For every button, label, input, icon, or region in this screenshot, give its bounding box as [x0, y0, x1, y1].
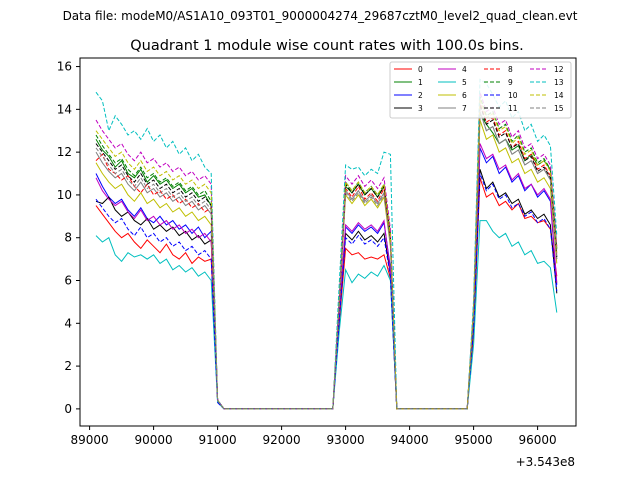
- legend-label-11: 11: [508, 104, 518, 113]
- y-tick-label: 8: [64, 231, 72, 245]
- x-tick-label: 96000: [519, 433, 557, 447]
- x-tick-label: 89000: [71, 433, 109, 447]
- legend-label-13: 13: [554, 78, 564, 87]
- x-tick-label: 93000: [327, 433, 365, 447]
- legend-label-6: 6: [462, 91, 467, 100]
- y-tick-label: 6: [64, 274, 72, 288]
- y-tick-label: 4: [64, 316, 72, 330]
- legend-label-14: 14: [554, 91, 564, 100]
- legend-label-8: 8: [508, 65, 513, 74]
- series-line-13: [95, 78, 558, 410]
- legend-label-12: 12: [554, 65, 564, 74]
- y-axis: 0 2 4 6 8 10 12 14 16: [57, 60, 80, 416]
- legend-label-15: 15: [554, 104, 564, 113]
- x-tick-label: 94000: [391, 433, 429, 447]
- legend-label-1: 1: [418, 78, 423, 87]
- series-line-0: [95, 177, 558, 410]
- y-tick-label: 12: [57, 145, 72, 159]
- x-tick-label: 91000: [199, 433, 237, 447]
- y-tick-label: 16: [57, 60, 72, 74]
- y-tick-label: 14: [57, 102, 72, 116]
- legend-label-9: 9: [508, 78, 513, 87]
- plot-frame: [79, 57, 577, 427]
- y-tick-label: 0: [64, 402, 72, 416]
- series-line-10: [95, 173, 558, 410]
- series-line-12: [95, 92, 558, 410]
- legend-label-5: 5: [462, 78, 467, 87]
- legend-label-7: 7: [462, 104, 467, 113]
- series-line-3: [95, 169, 558, 410]
- chart-title: Quadrant 1 module wise count rates with …: [130, 38, 524, 54]
- x-offset-label: +3.543e8: [516, 455, 575, 469]
- legend-label-0: 0: [418, 65, 423, 74]
- x-tick-label: 92000: [263, 433, 301, 447]
- legend-label-10: 10: [508, 91, 518, 100]
- y-tick-label: 2: [64, 359, 72, 373]
- series-line-11: [95, 104, 558, 410]
- series-line-8: [95, 102, 558, 410]
- plot-lines: [95, 78, 558, 410]
- x-axis: 89000 90000 91000 92000 93000 94000 95000 96000: [71, 426, 557, 447]
- legend-box: [389, 61, 572, 119]
- legend-label-2: 2: [418, 91, 423, 100]
- series-line-14: [95, 98, 558, 410]
- series-line-5: [95, 220, 558, 410]
- data-file-suptitle: Data file: modeM0/AS1A10_093T01_90000042…: [63, 9, 578, 23]
- x-tick-label: 90000: [135, 433, 173, 447]
- legend-label-4: 4: [462, 65, 467, 74]
- series-line-9: [95, 96, 558, 410]
- legend-label-3: 3: [418, 104, 423, 113]
- series-line-4: [95, 143, 558, 410]
- y-tick-label: 10: [57, 188, 72, 202]
- x-tick-label: 95000: [455, 433, 493, 447]
